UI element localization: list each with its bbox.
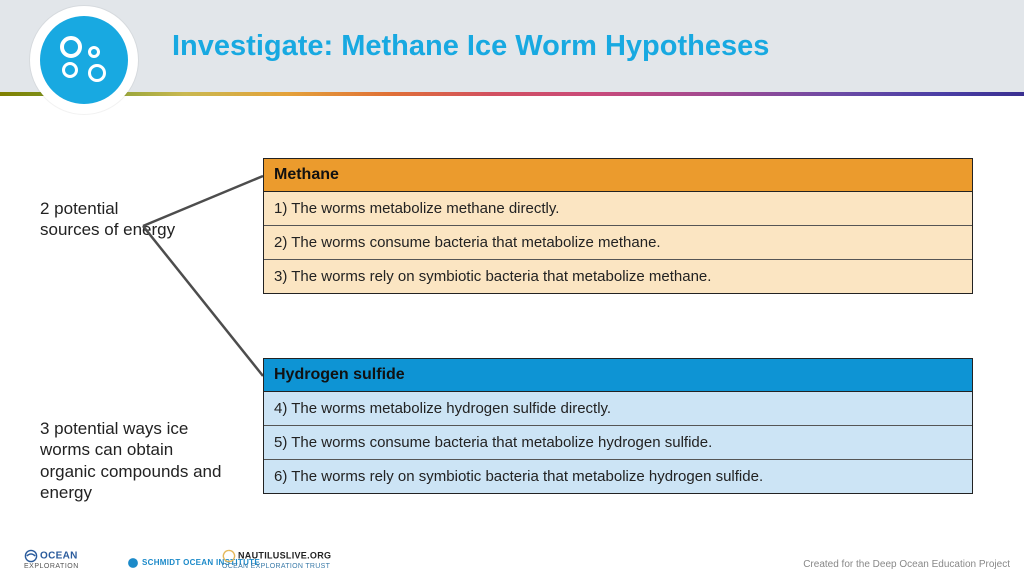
table-row: 5) The worms consume bacteria that metab… xyxy=(264,426,972,460)
page-title: Investigate: Methane Ice Worm Hypotheses xyxy=(172,30,769,63)
logo-subtext: EXPLORATION xyxy=(24,563,79,570)
table-hs-header: Hydrogen sulfide xyxy=(264,359,972,392)
logo-subtext: OCEAN EXPLORATION TRUST xyxy=(222,563,331,570)
rainbow-divider xyxy=(0,92,1024,96)
side-label-sources: 2 potential sources of energy xyxy=(40,198,180,241)
footer-band: OCEAN EXPLORATION SCHMIDT OCEAN INSTITUT… xyxy=(0,542,1024,576)
table-methane: Methane 1) The worms metabolize methane … xyxy=(263,158,973,294)
table-row: 1) The worms metabolize methane directly… xyxy=(264,192,972,226)
table-hydrogen-sulfide: Hydrogen sulfide 4) The worms metabolize… xyxy=(263,358,973,494)
table-row: 3) The worms rely on symbiotic bacteria … xyxy=(264,260,972,293)
table-row: 6) The worms rely on symbiotic bacteria … xyxy=(264,460,972,493)
footer-credit: Created for the Deep Ocean Education Pro… xyxy=(803,559,1010,570)
table-row: 4) The worms metabolize hydrogen sulfide… xyxy=(264,392,972,426)
logo-ocean-exploration: OCEAN EXPLORATION xyxy=(24,549,79,570)
side-label-ways: 3 potential ways ice worms can obtain or… xyxy=(40,418,230,503)
logo-nautilus: NAUTILUSLIVE.ORG OCEAN EXPLORATION TRUST xyxy=(222,549,331,570)
table-methane-header: Methane xyxy=(264,159,972,192)
bubbles-icon xyxy=(30,6,138,114)
table-row: 2) The worms consume bacteria that metab… xyxy=(264,226,972,260)
logo-text: NAUTILUSLIVE.ORG xyxy=(238,550,331,560)
logo-text: OCEAN xyxy=(40,551,78,562)
